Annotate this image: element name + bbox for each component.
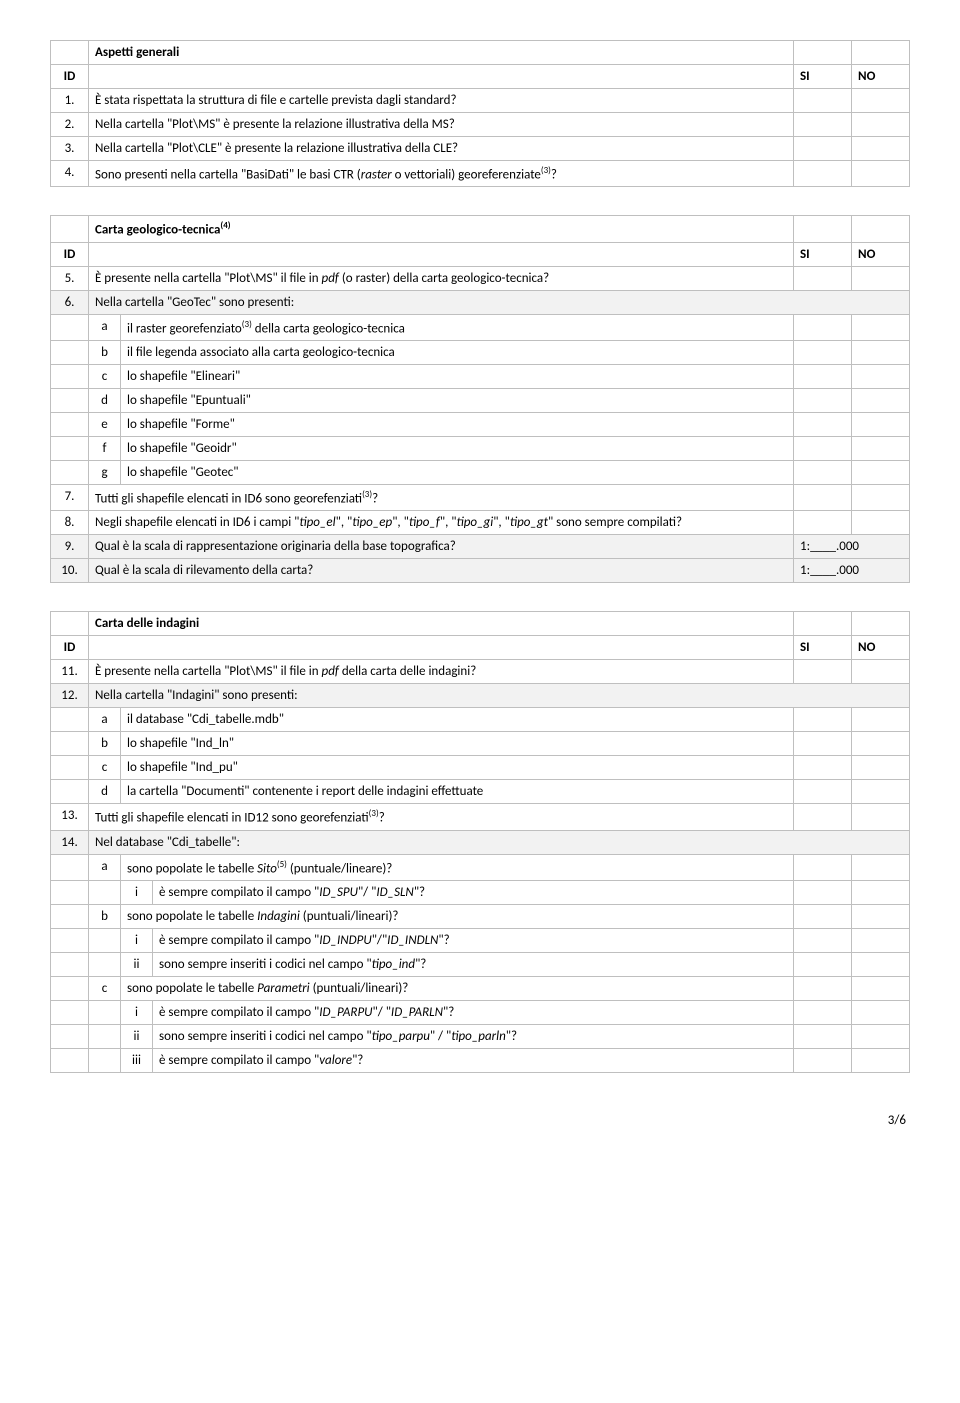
table-row: c sono popolate le tabelle Parametri (pu…: [51, 976, 910, 1000]
table-row: 12. Nella cartella "Indagini" sono prese…: [51, 684, 910, 708]
table-row: clo shapefile "Ind_pu": [51, 756, 910, 780]
table-row: 7. Tutti gli shapefile elencati in ID6 s…: [51, 484, 910, 510]
table-row: elo shapefile "Forme": [51, 412, 910, 436]
col-no: NO: [852, 65, 910, 89]
table-row: 3. Nella cartella "Plot\CLE" è presente …: [51, 137, 910, 161]
table-row: i è sempre compilato il campo "ID_PARPU"…: [51, 1000, 910, 1024]
table-row: 11. È presente nella cartella "Plot\MS" …: [51, 660, 910, 684]
table-carta-delle-indagini: Carta delle indagini ID SI NO 11. È pres…: [50, 611, 910, 1073]
table-row: 8. Negli shapefile elencati in ID6 i cam…: [51, 511, 910, 535]
table-row: iii è sempre compilato il campo "valore"…: [51, 1048, 910, 1072]
section-title: Carta geologico-tecnica(4): [89, 216, 794, 242]
table-row: 9. Qual è la scala di rappresentazione o…: [51, 535, 910, 559]
table-row: 2. Nella cartella "Plot\MS" è presente l…: [51, 113, 910, 137]
col-si: SI: [794, 65, 852, 89]
section-title: Aspetti generali: [89, 41, 794, 65]
table-row: ii sono sempre inseriti i codici nel cam…: [51, 1024, 910, 1048]
table-row: 5. È presente nella cartella "Plot\MS" i…: [51, 266, 910, 290]
table-row: dlo shapefile "Epuntuali": [51, 388, 910, 412]
table-row: blo shapefile "Ind_ln": [51, 732, 910, 756]
table-row: ail database "Cdi_tabelle.mdb": [51, 708, 910, 732]
section-title: Carta delle indagini: [89, 612, 794, 636]
table-row: 6. Nella cartella "GeoTec" sono presenti…: [51, 290, 910, 314]
table-row: ail raster georefenziato(3) della carta …: [51, 314, 910, 340]
table-aspetti-generali: Aspetti generali ID SI NO 1. È stata ris…: [50, 40, 910, 187]
table-row: 13. Tutti gli shapefile elencati in ID12…: [51, 804, 910, 830]
col-id: ID: [51, 65, 89, 89]
table-row: i è sempre compilato il campo "ID_SPU"/ …: [51, 880, 910, 904]
table-row: 14. Nel database "Cdi_tabelle":: [51, 830, 910, 854]
table-row: dla cartella "Documenti" contenente i re…: [51, 780, 910, 804]
table-row: b sono popolate le tabelle Indagini (pun…: [51, 904, 910, 928]
table-row: i è sempre compilato il campo "ID_INDPU"…: [51, 928, 910, 952]
scale-value: 1:____.000: [794, 535, 910, 559]
table-row: clo shapefile "Elineari": [51, 364, 910, 388]
table-carta-geologico-tecnica: Carta geologico-tecnica(4) ID SI NO 5. È…: [50, 215, 910, 583]
table-row: 10. Qual è la scala di rilevamento della…: [51, 559, 910, 583]
table-row: 4. Sono presenti nella cartella "BasiDat…: [51, 161, 910, 187]
table-row: glo shapefile "Geotec": [51, 460, 910, 484]
table-row: flo shapefile "Geoidr": [51, 436, 910, 460]
table-row: ii sono sempre inseriti i codici nel cam…: [51, 952, 910, 976]
table-row: bil file legenda associato alla carta ge…: [51, 340, 910, 364]
table-row: a sono popolate le tabelle Sito(5) (punt…: [51, 854, 910, 880]
scale-value: 1:____.000: [794, 559, 910, 583]
table-row: 1. È stata rispettata la struttura di fi…: [51, 89, 910, 113]
page-number: 3/6: [50, 1113, 910, 1128]
